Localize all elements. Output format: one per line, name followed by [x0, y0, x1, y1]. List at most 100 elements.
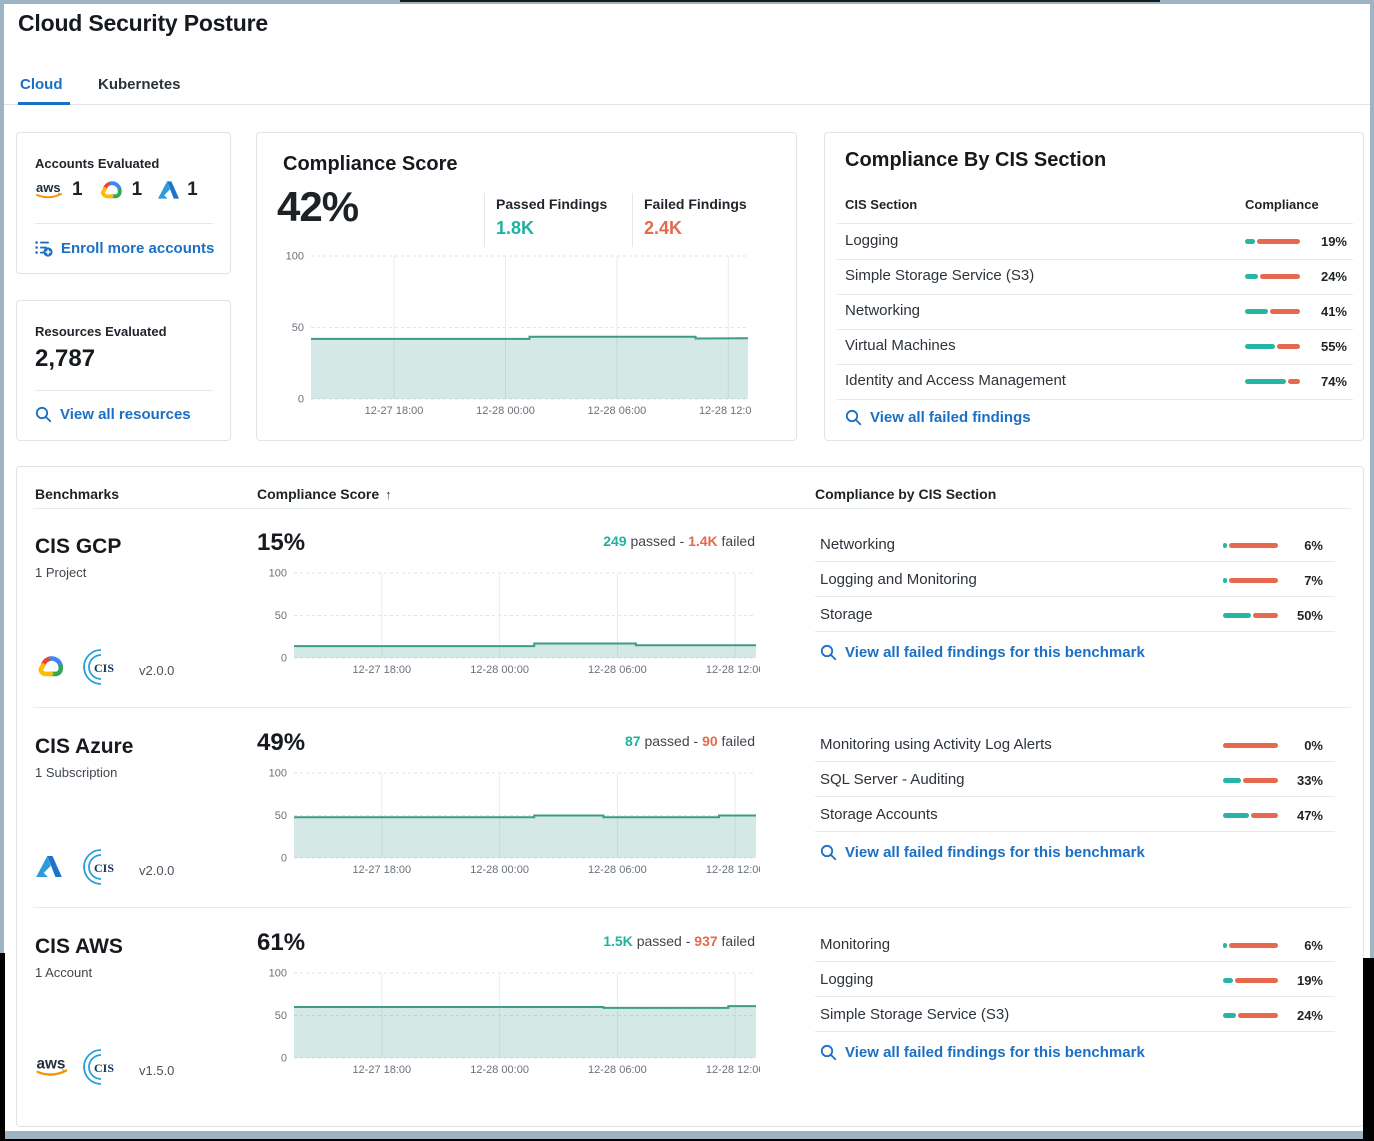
- passed-failed-summary: 249 passed - 1.4K failed: [357, 533, 755, 549]
- benchmark-score: 15%: [257, 529, 306, 556]
- compliance-score-title: Compliance Score: [283, 153, 458, 175]
- svg-text:aws: aws: [36, 180, 61, 195]
- compliance-score-sort-label: Compliance Score: [257, 486, 380, 502]
- tab-bar: Cloud Kubernetes: [4, 70, 1370, 105]
- section-pct: 19%: [1296, 973, 1323, 988]
- divider: [815, 996, 1335, 997]
- divider: [815, 796, 1335, 797]
- svg-text:12-28 00:00: 12-28 00:00: [470, 664, 529, 676]
- tab-kubernetes[interactable]: Kubernetes: [98, 76, 181, 93]
- search-icon: [845, 409, 862, 426]
- svg-text:0: 0: [281, 1053, 287, 1065]
- col-header-compliance-score[interactable]: Compliance Score ↑: [257, 486, 392, 502]
- view-failed-findings-benchmark-link[interactable]: View all failed findings for this benchm…: [820, 1044, 1145, 1061]
- svg-text:12-28 12:00: 12-28 12:00: [706, 664, 760, 676]
- cis-row-label: Logging: [845, 232, 899, 249]
- divider: [632, 193, 633, 247]
- benchmark-scope: 1 Subscription: [35, 765, 118, 780]
- search-icon: [35, 406, 52, 423]
- section-label: Storage: [820, 606, 873, 623]
- page-title: Cloud Security Posture: [18, 10, 268, 36]
- tab-cloud[interactable]: Cloud: [20, 76, 63, 93]
- view-all-resources-label: View all resources: [60, 406, 191, 423]
- search-icon: [820, 844, 837, 861]
- gcp-logo-icon: [100, 181, 122, 199]
- failed-count: 90: [702, 733, 718, 749]
- col-header-benchmarks: Benchmarks: [35, 486, 120, 502]
- divider: [837, 294, 1353, 295]
- compliance-bar: [1245, 239, 1300, 244]
- benchmark-name: CIS AWS: [35, 935, 123, 958]
- divider: [837, 329, 1353, 330]
- compliance-bar: [1245, 274, 1300, 279]
- compliance-score-chart: 0 50 100 12-27 18:00 12-28 00:00 12-28 06:00 1…: [286, 251, 752, 417]
- cis-row-pct: 19%: [1320, 234, 1347, 249]
- svg-text:12-28 06:00: 12-28 06:00: [588, 405, 647, 417]
- cis-section-card-title: Compliance By CIS Section: [845, 149, 1107, 171]
- aws-account-count: 1: [72, 179, 83, 200]
- benchmark-score: 61%: [257, 929, 306, 956]
- svg-text:12-28 12:00: 12-28 12:00: [706, 864, 760, 876]
- svg-text:12-28 06:00: 12-28 06:00: [588, 664, 647, 676]
- section-label: Simple Storage Service (S3): [820, 1006, 1010, 1023]
- resources-evaluated-value: 2,787: [35, 345, 96, 372]
- failed-findings-value: 2.4K: [644, 218, 683, 238]
- svg-text:50: 50: [275, 1010, 287, 1022]
- view-all-failed-findings-label: View all failed findings: [870, 409, 1031, 426]
- compliance-bar: [1223, 743, 1278, 748]
- svg-text:12-28 00:00: 12-28 00:00: [470, 1064, 529, 1076]
- divider: [815, 831, 1335, 832]
- divider: [837, 399, 1353, 400]
- view-failed-findings-benchmark-link[interactable]: View all failed findings for this benchm…: [820, 844, 1145, 861]
- enroll-more-accounts-link[interactable]: Enroll more accounts: [35, 239, 214, 257]
- svg-text:0: 0: [281, 853, 287, 865]
- compliance-bar: [1245, 309, 1300, 314]
- failed-count: 937: [694, 933, 718, 949]
- compliance-bar: [1223, 613, 1278, 618]
- view-failed-findings-benchmark-label: View all failed findings for this benchm…: [845, 1044, 1145, 1061]
- svg-text:12-27 18:00: 12-27 18:00: [352, 1064, 411, 1076]
- section-label: Logging and Monitoring: [820, 571, 977, 588]
- cis-row-label: Virtual Machines: [845, 337, 956, 354]
- benchmark-version: v2.0.0: [139, 863, 175, 878]
- cis-row-label: Identity and Access Management: [845, 372, 1066, 389]
- benchmark-version: v1.5.0: [139, 1063, 175, 1078]
- view-failed-findings-benchmark-label: View all failed findings for this benchm…: [845, 844, 1145, 861]
- cis-gcp-trend-chart: 0 50 100 12-27 18:00 12-28 00:00 12-28 06:00 1…: [269, 568, 760, 676]
- section-label: Storage Accounts: [820, 806, 938, 823]
- section-label: Logging: [820, 971, 874, 988]
- benchmark-score: 49%: [257, 729, 306, 756]
- col-header-compliance-by-cis: Compliance by CIS Section: [815, 486, 997, 502]
- svg-text:12-28 06:00: 12-28 06:00: [588, 864, 647, 876]
- passed-count: 1.5K: [603, 933, 633, 949]
- svg-text:50: 50: [275, 610, 287, 622]
- cis-row-label: Simple Storage Service (S3): [845, 267, 1035, 284]
- svg-text:CIS: CIS: [94, 661, 114, 675]
- failed-word: failed: [721, 733, 755, 749]
- section-pct: 47%: [1296, 808, 1323, 823]
- view-failed-findings-benchmark-label: View all failed findings for this benchm…: [845, 644, 1145, 661]
- view-failed-findings-benchmark-link[interactable]: View all failed findings for this benchm…: [820, 644, 1145, 661]
- section-pct: 0%: [1304, 738, 1323, 753]
- passed-count: 87: [625, 733, 641, 749]
- benchmark-scope: 1 Project: [35, 565, 87, 580]
- resources-evaluated-title: Resources Evaluated: [35, 324, 167, 339]
- gcp-account-count: 1: [131, 179, 143, 200]
- divider: [33, 907, 1351, 908]
- svg-text:12-28 00:00: 12-28 00:00: [470, 864, 529, 876]
- svg-text:CIS: CIS: [94, 1061, 114, 1075]
- divider: [35, 390, 213, 391]
- view-all-failed-findings-link[interactable]: View all failed findings: [845, 409, 1031, 426]
- cis-row-label: Networking: [845, 302, 921, 319]
- section-pct: 6%: [1304, 538, 1323, 553]
- cis-logo-icon: CIS: [83, 649, 114, 685]
- resources-evaluated-card: Resources Evaluated 2,787 View all resou…: [16, 300, 231, 441]
- screenshot-artifact-left: [0, 953, 5, 1141]
- svg-text:100: 100: [286, 251, 304, 263]
- compliance-bar: [1223, 578, 1278, 583]
- enroll-more-accounts-label: Enroll more accounts: [61, 239, 215, 257]
- svg-text:12-28 06:00: 12-28 06:00: [588, 1064, 647, 1076]
- view-all-resources-link[interactable]: View all resources: [35, 406, 191, 423]
